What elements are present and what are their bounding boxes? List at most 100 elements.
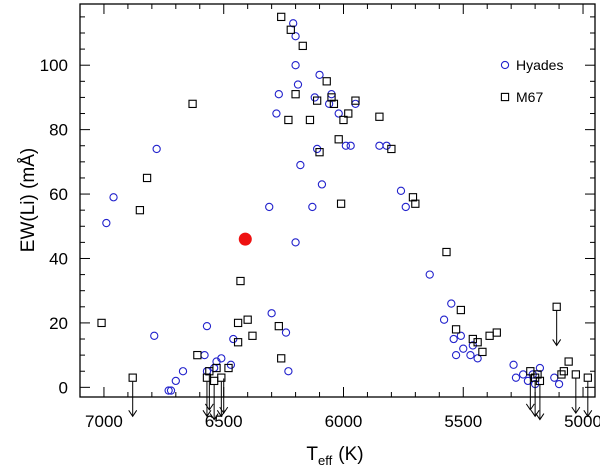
m67-point (243, 315, 252, 324)
m67-point (336, 199, 346, 208)
hyades-point (291, 61, 300, 70)
hyades-point (293, 80, 303, 89)
hyades-point (396, 186, 406, 195)
legend-label-hyades: Hyades (516, 57, 563, 73)
m67-point (456, 305, 466, 315)
m67-point (327, 93, 336, 102)
m67-point (411, 199, 420, 208)
hyades-point (317, 180, 327, 189)
m67-point (387, 144, 396, 154)
legend: Hyades M67 (500, 57, 563, 105)
m67-point (248, 331, 257, 340)
hyades-point (511, 373, 521, 382)
m67-point (209, 376, 219, 386)
m67-point (442, 247, 451, 257)
m67-point (322, 77, 331, 86)
hyades-point (150, 331, 159, 340)
hyades-point (341, 141, 351, 150)
m67-point (492, 328, 501, 337)
x-tick-label: 6000 (325, 412, 363, 431)
hyades-point (473, 354, 482, 363)
m67-point (485, 331, 494, 340)
hyades-point (291, 238, 300, 247)
m67-point (142, 173, 152, 183)
hyades-point (346, 141, 355, 150)
plot-frame-layer (79, 3, 596, 398)
m67-point (339, 115, 348, 125)
hyades-point (451, 350, 461, 360)
m67-point (236, 276, 245, 286)
m67-point (224, 363, 233, 373)
hyades-point (164, 386, 173, 395)
hyades-point (171, 376, 180, 386)
x-axis-label-subscript: eff (318, 453, 333, 468)
hyades-point (324, 99, 334, 109)
m67-point (329, 99, 339, 109)
m67-point (571, 370, 580, 379)
m67-point (535, 376, 545, 386)
y-tick-label: 100 (40, 56, 68, 75)
hyades-point (109, 193, 118, 202)
x-axis-label-unit: (K) (338, 444, 363, 465)
hyades-point (217, 354, 226, 363)
hyades-point (535, 363, 545, 373)
hyades-point (152, 144, 161, 154)
m67-point (351, 96, 360, 105)
hyades-point (284, 367, 293, 376)
hyades-point (315, 70, 324, 80)
hyades-point (272, 109, 281, 118)
m67-point (583, 373, 592, 382)
m67-point (298, 41, 307, 51)
hyades-point (375, 141, 384, 150)
hyades-point (308, 202, 317, 212)
hyades-point (281, 328, 291, 337)
m67-point (334, 135, 343, 144)
highlight-point (238, 232, 252, 246)
m67-point (128, 373, 137, 382)
m67-point (135, 206, 145, 215)
hyades-point (459, 344, 468, 353)
x-tick-label: 5000 (564, 412, 600, 431)
y-tick-label: 40 (49, 249, 68, 268)
m67-point (233, 318, 243, 328)
m67-point (193, 350, 202, 360)
hyades-point (200, 350, 209, 360)
plot-border (79, 3, 596, 398)
x-tick-label: 7000 (85, 412, 123, 431)
x-tick-label: 5500 (444, 412, 482, 431)
upper-limit-arrows-layer (128, 310, 593, 421)
m67-point (408, 193, 418, 202)
hyades-point (178, 367, 188, 376)
upper-limit-arrow-head (571, 406, 581, 415)
hyades-point (550, 373, 559, 382)
m67-point (478, 347, 487, 357)
upper-limit-arrow-head (204, 403, 214, 411)
upper-limit-arrow-head (128, 410, 138, 418)
legend-label-m67: M67 (516, 89, 543, 105)
hyades-point (401, 202, 410, 212)
m67-point (533, 370, 542, 379)
upper-limit-arrow-head (202, 410, 212, 418)
upper-limit-arrow-head (583, 410, 593, 418)
upper-limit-arrow-head (525, 403, 535, 411)
hyades-point (456, 331, 466, 340)
m67-point (291, 90, 300, 99)
hyades-point (439, 315, 449, 324)
m67-point (312, 96, 322, 105)
y-tick-label: 20 (49, 314, 68, 333)
hyades-point (509, 360, 518, 369)
m67-point (233, 338, 243, 347)
m67-point (564, 357, 573, 366)
hyades-point (518, 370, 528, 379)
hyades-point (447, 299, 456, 308)
m67-point (277, 354, 286, 363)
m67-point (559, 367, 569, 376)
m67-point (473, 338, 482, 347)
y-axis-label: EW(Li) (mÅ) (18, 148, 39, 252)
m67-point (286, 25, 295, 34)
legend-marker-hyades (500, 60, 510, 70)
hyades-point (334, 109, 343, 118)
hyades-point (102, 218, 111, 228)
